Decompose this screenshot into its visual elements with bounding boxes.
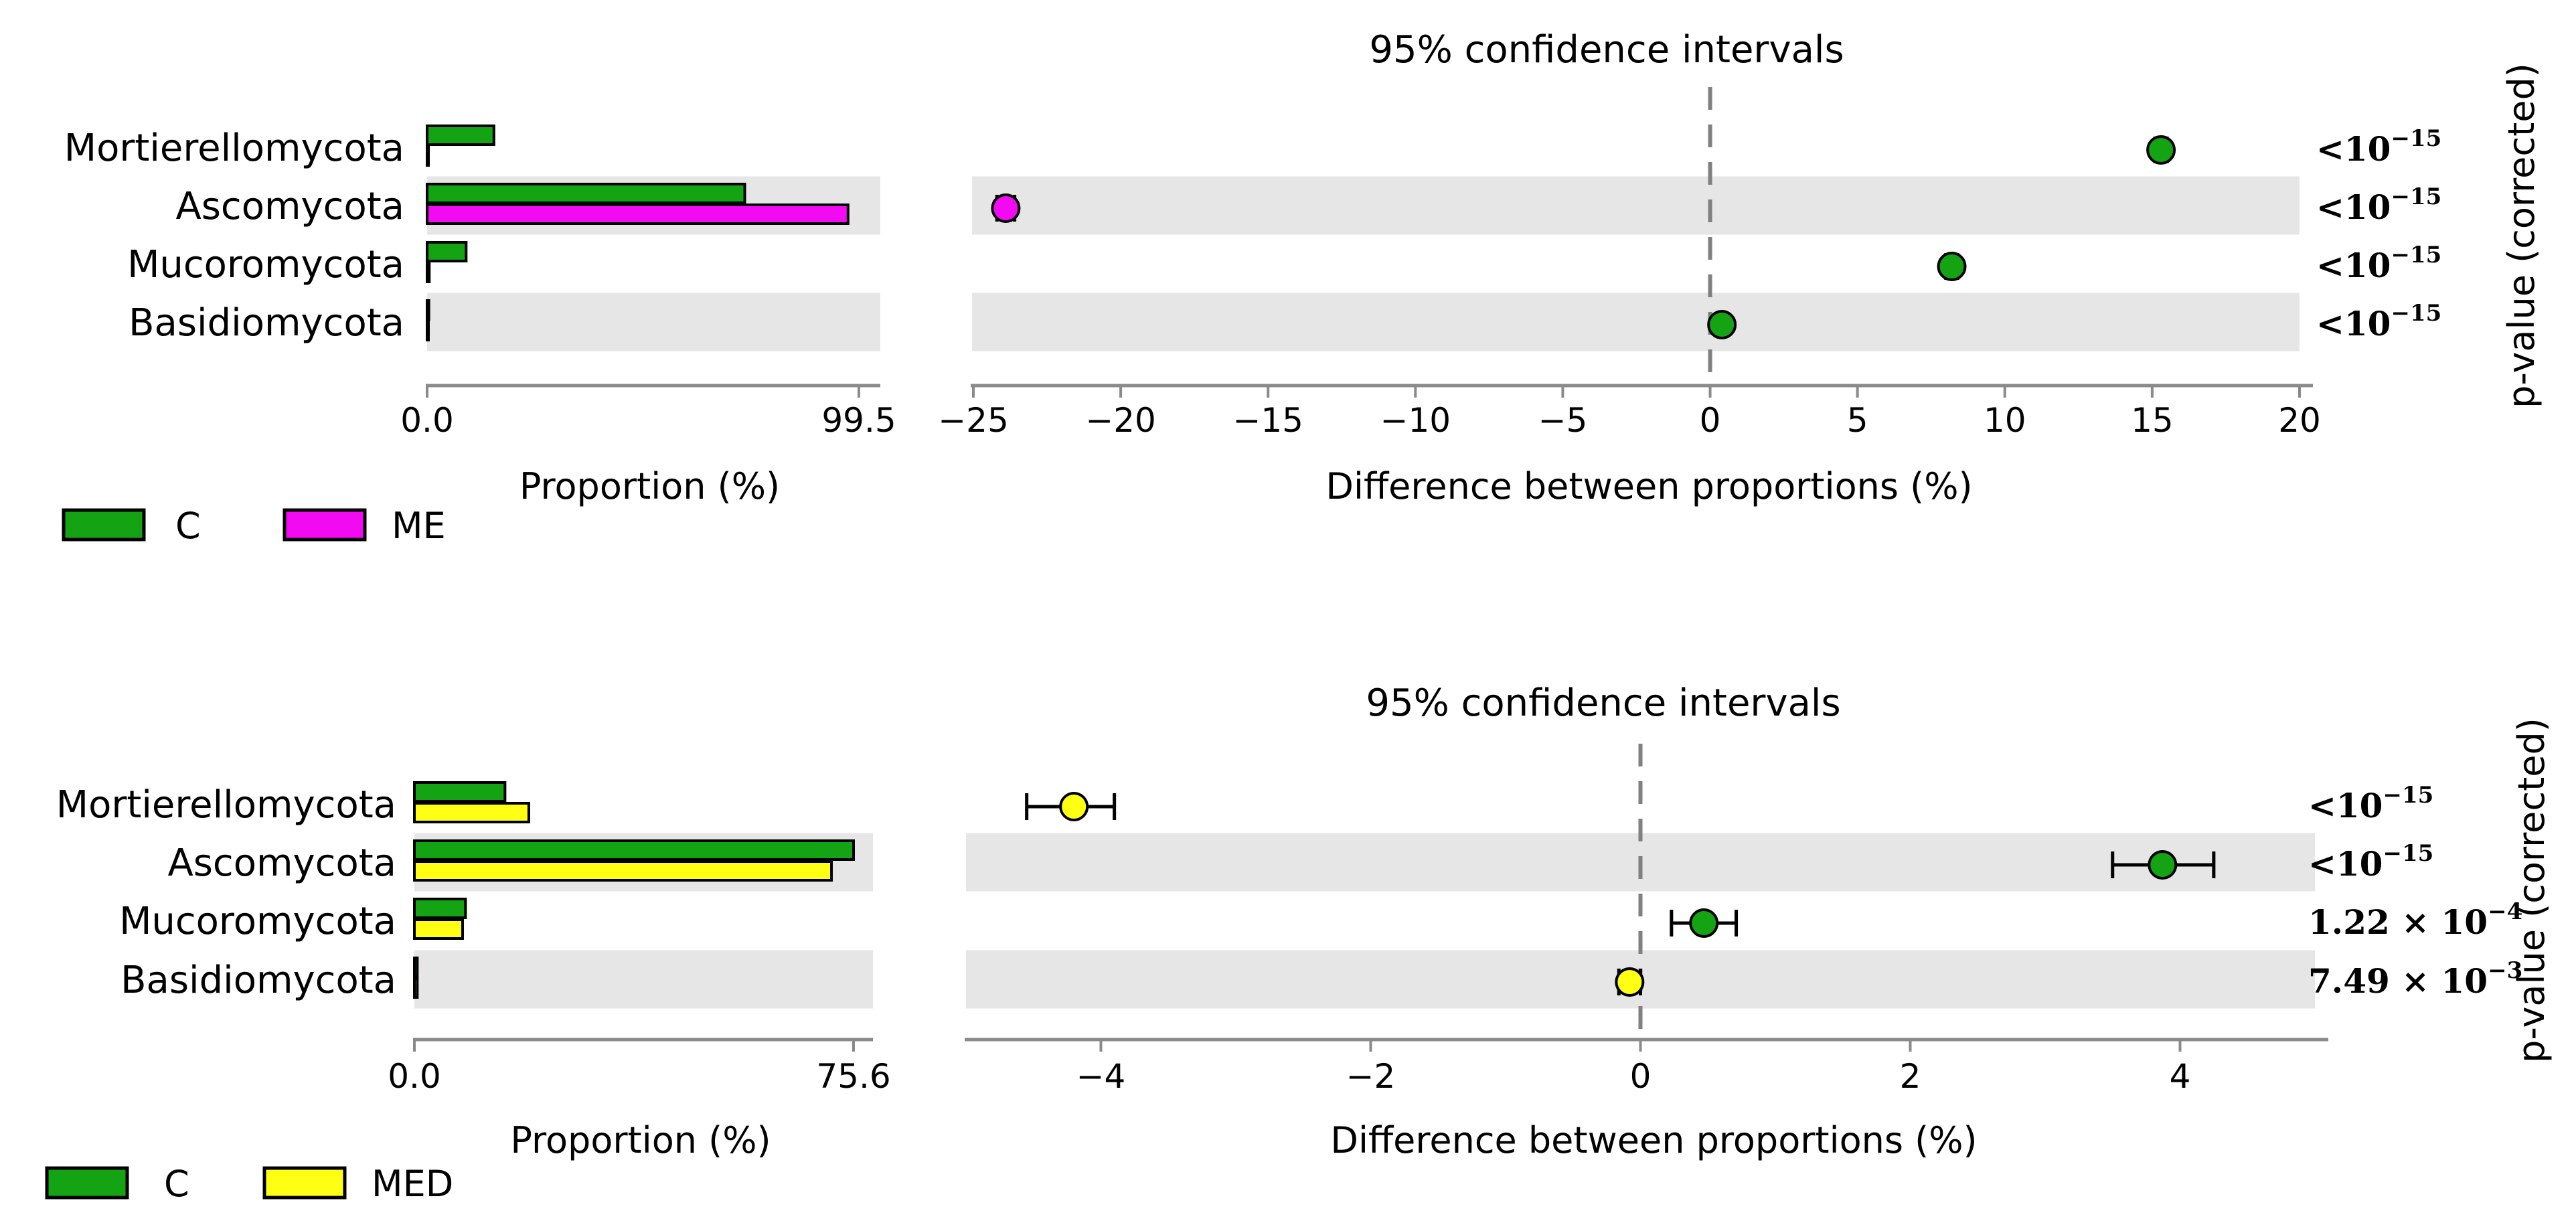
chart-title: 95% confidence intervals xyxy=(1369,28,1844,72)
difference-point xyxy=(1615,967,1645,997)
chart-2: 95% confidence intervals Mortierellomycot… xyxy=(45,681,2553,1205)
proportion-bar-c xyxy=(426,299,430,321)
difference-tick-label: 2 xyxy=(1900,1057,1921,1096)
pvalue-exponent: −15 xyxy=(2383,782,2433,809)
pvalue-exponent: −15 xyxy=(2383,840,2433,867)
difference-axis-label: Difference between proportions (%) xyxy=(1325,465,1972,507)
category-label: Basidiomycota xyxy=(120,959,396,1002)
category-label: Mortierellomycota xyxy=(64,127,404,170)
category-label: Ascomycota xyxy=(175,185,404,228)
difference-tick-label: 10 xyxy=(1984,401,2026,440)
legend-label-me: ME xyxy=(392,505,446,547)
difference-tick-label: −15 xyxy=(1232,401,1303,440)
pvalue: <10−15 xyxy=(2316,125,2441,169)
pvalue-base: <10 xyxy=(2308,844,2383,884)
difference-axis-label: Difference between proportions (%) xyxy=(1330,1119,1977,1161)
pvalue-base: <10 xyxy=(2316,246,2391,285)
pvalue-base: <10 xyxy=(2316,129,2391,169)
proportion-bar-med xyxy=(413,977,419,999)
pvalue: <10−15 xyxy=(2308,840,2433,884)
category-label: Mucoromycota xyxy=(119,900,396,943)
legend-swatch-c xyxy=(45,1166,129,1200)
pvalue: 7.49 × 10−3 xyxy=(2308,957,2522,1001)
pvalue-exponent: −15 xyxy=(2391,183,2441,210)
difference-tick-label: −4 xyxy=(1076,1057,1126,1096)
proportion-bar-me xyxy=(426,262,431,283)
difference-tick-label: 20 xyxy=(2278,401,2321,440)
difference-point xyxy=(2146,135,2176,165)
difference-tick-label: −5 xyxy=(1538,401,1588,440)
pvalue-axis-label: p-value (corrected) xyxy=(2510,718,2553,1063)
pvalue-base: 7.49 × 10 xyxy=(2308,961,2488,1001)
proportion-tick-label: 99.5 xyxy=(821,401,896,440)
proportion-bar-c xyxy=(413,957,419,978)
category-label: Ascomycota xyxy=(167,841,396,885)
proportion-tick-label: 0.0 xyxy=(400,401,454,440)
proportion-tick-label: 75.6 xyxy=(816,1057,890,1096)
pvalue-base: <10 xyxy=(2316,304,2391,343)
pvalue-base: <10 xyxy=(2308,786,2383,825)
difference-tick-label: −10 xyxy=(1380,401,1451,440)
legend-swatch-me xyxy=(283,508,367,542)
pvalue-base: <10 xyxy=(2316,187,2391,227)
proportion-bar-c xyxy=(413,898,467,919)
difference-point xyxy=(1937,252,1967,281)
chart-1: 95% confidence intervals Mortierellomycot… xyxy=(62,28,2543,547)
row-band xyxy=(972,293,2300,351)
difference-point xyxy=(1689,908,1719,938)
difference-point xyxy=(991,193,1021,223)
pvalue: <10−15 xyxy=(2316,300,2441,343)
pvalue: <10−15 xyxy=(2316,183,2441,227)
legend-swatch-c xyxy=(62,508,146,542)
row-band xyxy=(427,293,880,351)
proportion-bar-c xyxy=(413,781,507,803)
pvalue-exponent: −15 xyxy=(2391,300,2441,327)
proportion-axis-label: Proportion (%) xyxy=(510,1119,771,1161)
proportion-bar-med xyxy=(413,802,530,823)
proportion-bar-c xyxy=(413,839,855,861)
difference-tick-label: −2 xyxy=(1346,1057,1396,1096)
proportion-axis-label: Proportion (%) xyxy=(519,465,780,507)
difference-tick-label: −20 xyxy=(1085,401,1156,440)
proportion-bar-me xyxy=(426,145,430,167)
pvalue-exponent: −15 xyxy=(2391,242,2441,268)
pvalue: <10−15 xyxy=(2316,242,2441,285)
difference-tick-label: 0 xyxy=(1700,401,1721,440)
difference-tick-label: −25 xyxy=(938,401,1009,440)
difference-point xyxy=(1707,310,1737,339)
difference-tick-label: 5 xyxy=(1847,401,1868,440)
pvalue-exponent: −4 xyxy=(2488,898,2522,925)
pvalue-exponent: −15 xyxy=(2391,125,2441,152)
pvalue: <10−15 xyxy=(2308,782,2433,825)
legend-label-c: C xyxy=(164,1163,189,1205)
category-label: Mortierellomycota xyxy=(56,783,396,827)
proportion-bar-med xyxy=(413,860,833,882)
legend-swatch-med xyxy=(262,1166,347,1200)
chart-title: 95% confidence intervals xyxy=(1366,681,1840,725)
proportion-tick-label: 0.0 xyxy=(388,1057,441,1096)
row-band xyxy=(414,950,873,1009)
legend-label-c: C xyxy=(175,505,201,547)
proportion-bar-c xyxy=(426,241,468,262)
difference-point xyxy=(2148,850,2178,880)
difference-point xyxy=(1059,792,1089,821)
row-band xyxy=(972,176,2300,235)
proportion-bar-med xyxy=(413,918,465,940)
pvalue-exponent: −3 xyxy=(2488,957,2522,984)
category-label: Mucoromycota xyxy=(127,243,404,287)
legend-label-med: MED xyxy=(372,1163,453,1205)
difference-tick-label: 4 xyxy=(2170,1057,2191,1096)
pvalue-base: 1.22 × 10 xyxy=(2308,902,2488,942)
proportion-bar-c xyxy=(426,183,746,204)
proportion-bar-c xyxy=(426,125,495,146)
proportion-bar-me xyxy=(426,203,850,225)
proportion-bar-me xyxy=(426,320,430,341)
category-label: Basidiomycota xyxy=(129,301,404,345)
difference-tick-label: 15 xyxy=(2131,401,2174,440)
pvalue-axis-label: p-value (corrected) xyxy=(2500,63,2543,408)
pvalue: 1.22 × 10−4 xyxy=(2308,898,2522,942)
difference-tick-label: 0 xyxy=(1630,1057,1652,1096)
